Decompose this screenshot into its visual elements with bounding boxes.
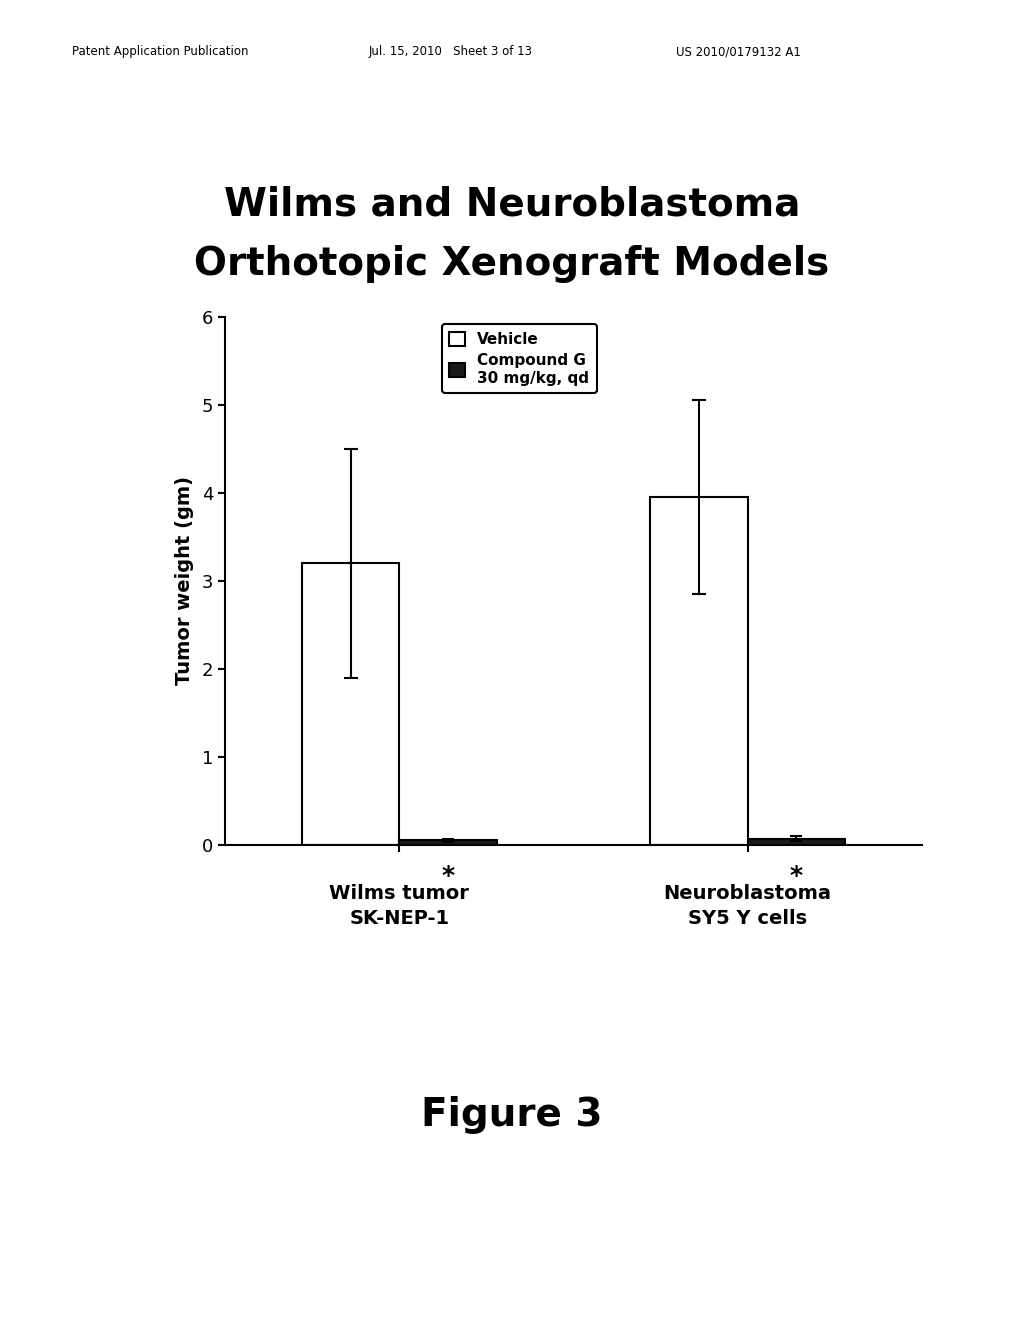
Text: Wilms tumor: Wilms tumor xyxy=(330,883,469,903)
Text: Wilms and Neuroblastoma: Wilms and Neuroblastoma xyxy=(224,186,800,223)
Bar xyxy=(302,564,399,845)
Bar xyxy=(748,838,845,845)
Text: SY5 Y cells: SY5 Y cells xyxy=(688,908,807,928)
Text: *: * xyxy=(790,865,803,888)
Bar xyxy=(399,841,497,845)
Y-axis label: Tumor weight (gm): Tumor weight (gm) xyxy=(175,477,194,685)
Legend: Vehicle, Compound G
30 mg/kg, qd: Vehicle, Compound G 30 mg/kg, qd xyxy=(441,325,597,393)
Text: Figure 3: Figure 3 xyxy=(421,1097,603,1134)
Text: Jul. 15, 2010   Sheet 3 of 13: Jul. 15, 2010 Sheet 3 of 13 xyxy=(369,45,532,58)
Text: Patent Application Publication: Patent Application Publication xyxy=(72,45,248,58)
Text: *: * xyxy=(441,865,455,888)
Text: Orthotopic Xenograft Models: Orthotopic Xenograft Models xyxy=(195,246,829,282)
Text: US 2010/0179132 A1: US 2010/0179132 A1 xyxy=(676,45,801,58)
Text: Neuroblastoma: Neuroblastoma xyxy=(664,883,831,903)
Bar xyxy=(650,498,748,845)
Text: SK-NEP-1: SK-NEP-1 xyxy=(349,908,450,928)
